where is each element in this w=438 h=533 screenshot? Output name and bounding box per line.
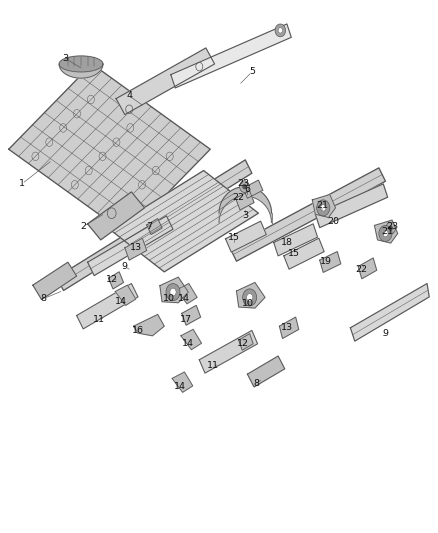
Polygon shape — [172, 372, 193, 392]
Polygon shape — [226, 221, 266, 252]
Polygon shape — [199, 330, 258, 373]
Circle shape — [240, 181, 249, 192]
Polygon shape — [77, 284, 138, 329]
Polygon shape — [177, 284, 197, 304]
Text: 2: 2 — [80, 222, 86, 231]
Text: 6: 6 — [244, 185, 251, 193]
Text: 8: 8 — [41, 294, 47, 303]
Text: 17: 17 — [180, 316, 192, 324]
Polygon shape — [88, 192, 145, 240]
Text: 14: 14 — [178, 294, 190, 303]
Text: 21: 21 — [381, 228, 394, 236]
Text: 15: 15 — [287, 249, 300, 257]
Polygon shape — [230, 168, 385, 261]
Polygon shape — [182, 305, 201, 325]
Text: 21: 21 — [316, 201, 328, 209]
Circle shape — [275, 24, 286, 37]
Circle shape — [321, 205, 326, 211]
Text: 8: 8 — [253, 379, 259, 388]
Text: 14: 14 — [182, 340, 194, 348]
Circle shape — [278, 28, 283, 33]
Polygon shape — [59, 64, 103, 78]
Text: 13: 13 — [281, 324, 293, 332]
Text: 23: 23 — [386, 222, 398, 231]
Polygon shape — [274, 224, 318, 256]
Polygon shape — [315, 184, 388, 228]
Text: 4: 4 — [126, 92, 132, 100]
Text: 9: 9 — [382, 329, 389, 337]
Text: 23: 23 — [237, 180, 249, 188]
Polygon shape — [88, 216, 173, 276]
Circle shape — [379, 225, 392, 241]
Polygon shape — [109, 272, 124, 289]
Polygon shape — [279, 317, 299, 338]
Text: 10: 10 — [162, 294, 175, 303]
Text: 12: 12 — [237, 340, 249, 348]
Polygon shape — [57, 160, 252, 290]
Polygon shape — [147, 219, 162, 235]
Text: 22: 22 — [233, 193, 245, 201]
Text: 19: 19 — [320, 257, 332, 265]
Polygon shape — [219, 187, 272, 223]
Polygon shape — [116, 48, 215, 115]
Circle shape — [166, 284, 180, 301]
Polygon shape — [181, 329, 201, 350]
Polygon shape — [236, 191, 254, 210]
Polygon shape — [312, 195, 336, 217]
Text: 14: 14 — [114, 297, 127, 305]
Text: 16: 16 — [132, 326, 144, 335]
Polygon shape — [237, 282, 265, 308]
Circle shape — [386, 222, 396, 234]
Circle shape — [383, 230, 388, 237]
Polygon shape — [125, 238, 147, 260]
Text: 12: 12 — [106, 276, 118, 284]
Polygon shape — [374, 220, 398, 243]
Circle shape — [317, 200, 330, 216]
Text: 5: 5 — [249, 68, 255, 76]
Polygon shape — [358, 258, 377, 279]
Polygon shape — [171, 24, 291, 88]
Circle shape — [170, 288, 176, 296]
Text: 10: 10 — [241, 300, 254, 308]
Circle shape — [389, 225, 393, 231]
Text: 3: 3 — [242, 212, 248, 220]
Text: 1: 1 — [19, 180, 25, 188]
Text: 11: 11 — [206, 361, 219, 369]
Circle shape — [247, 294, 253, 301]
Polygon shape — [115, 285, 136, 305]
Text: 13: 13 — [130, 244, 142, 252]
Polygon shape — [243, 180, 263, 198]
Text: 3: 3 — [63, 54, 69, 63]
Text: 11: 11 — [92, 316, 105, 324]
Polygon shape — [350, 284, 429, 341]
Polygon shape — [9, 64, 210, 235]
Polygon shape — [320, 252, 341, 272]
Polygon shape — [134, 314, 164, 336]
Polygon shape — [247, 356, 285, 387]
Polygon shape — [160, 277, 188, 303]
Text: 9: 9 — [122, 262, 128, 271]
Text: 20: 20 — [327, 217, 339, 225]
Text: 7: 7 — [146, 222, 152, 231]
Polygon shape — [284, 238, 324, 269]
Text: 18: 18 — [281, 238, 293, 247]
Polygon shape — [110, 171, 258, 272]
Text: 22: 22 — [355, 265, 367, 273]
Text: 14: 14 — [173, 382, 186, 391]
Circle shape — [243, 289, 257, 306]
Polygon shape — [59, 56, 103, 72]
Circle shape — [242, 184, 247, 189]
Text: 15: 15 — [228, 233, 240, 241]
Polygon shape — [239, 334, 253, 350]
Polygon shape — [33, 262, 77, 300]
